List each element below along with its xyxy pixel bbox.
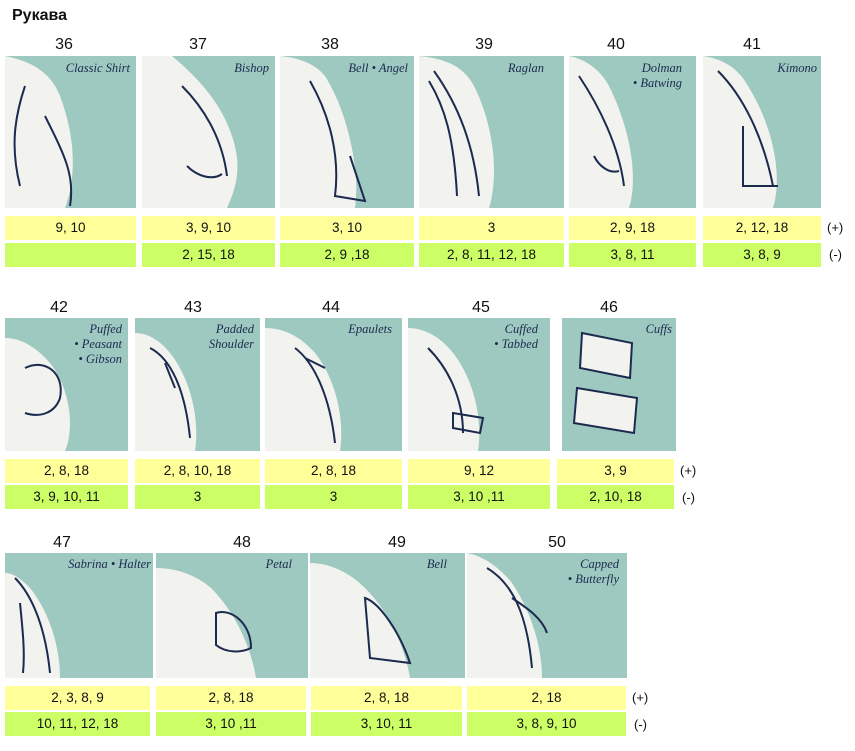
- sleeve-label: Padded Shoulder: [208, 322, 254, 351]
- sabrina-halter-sleeve-drawing: [5, 573, 60, 678]
- sleeve-label: Raglan: [507, 61, 544, 75]
- sleeve-label: Bishop: [234, 61, 269, 75]
- classic-shirt-sleeve-drawing: [5, 56, 73, 208]
- plus-cell: 2, 8, 18: [265, 459, 402, 483]
- minus-cell: 3, 8, 9, 10: [467, 712, 626, 736]
- epaulets-sleeve-drawing: [265, 328, 342, 451]
- bishop-sleeve-drawing: [142, 56, 238, 208]
- minus-cell: 3, 8, 11: [569, 243, 696, 267]
- minus-cell: 3, 9, 10, 11: [5, 485, 128, 509]
- plus-cell: 9, 10: [5, 216, 136, 240]
- plus-cell: 3, 9, 10: [142, 216, 275, 240]
- sleeve-label: Bell • Angel: [348, 61, 408, 75]
- minus-marker: (-): [682, 490, 695, 505]
- sleeve-illustration: Cuffed • Tabbed: [408, 318, 550, 451]
- padded-shoulder-sleeve-drawing: [135, 333, 197, 451]
- sleeve-label: Cuffed • Tabbed: [494, 322, 538, 351]
- minus-cell: 3: [265, 485, 402, 509]
- cuffs-drawing: [572, 331, 639, 435]
- minus-cell: 2, 15, 18: [142, 243, 275, 267]
- plus-marker: (+): [827, 220, 844, 235]
- item-number: 47: [53, 534, 71, 551]
- sleeve-illustration: Bell: [310, 553, 465, 678]
- minus-marker: (-): [829, 247, 842, 262]
- sleeve-illustration: Classic Shirt: [5, 56, 136, 208]
- item-number: 37: [189, 36, 207, 53]
- capped-butterfly-sleeve-drawing: [467, 553, 548, 678]
- item-number: 38: [321, 36, 339, 53]
- minus-cell: 3, 10 ,11: [408, 485, 550, 509]
- minus-cell: 3, 8, 9: [703, 243, 821, 267]
- puffed-sleeve-drawing: [5, 338, 70, 451]
- sleeve-illustration: Cuffs: [562, 318, 676, 451]
- minus-cell: 3, 10, 11: [311, 712, 462, 736]
- plus-cell: 2, 9, 18: [569, 216, 696, 240]
- plus-marker: (+): [632, 690, 649, 705]
- item-number: 42: [50, 299, 68, 316]
- minus-cell: 10, 11, 12, 18: [5, 712, 150, 736]
- item-number: 40: [607, 36, 625, 53]
- sleeve-illustration: Petal: [156, 553, 308, 678]
- plus-cell: 2, 8, 18: [311, 686, 462, 710]
- sleeve-illustration: Epaulets: [265, 318, 402, 451]
- cuffed-tabbed-sleeve-drawing: [408, 328, 485, 451]
- minus-cell: 2, 10, 18: [557, 485, 674, 509]
- item-number: 36: [55, 36, 73, 53]
- item-number: 44: [322, 299, 340, 316]
- plus-cell: 2, 18: [467, 686, 626, 710]
- sleeve-illustration: Puffed • Peasant • Gibson: [5, 318, 128, 451]
- petal-sleeve-drawing: [156, 568, 256, 678]
- plus-cell: 9, 12: [408, 459, 550, 483]
- sleeve-label: Capped • Butterfly: [567, 557, 619, 586]
- bell-sleeve-drawing: [310, 563, 412, 678]
- item-number: 39: [475, 36, 493, 53]
- sleeve-illustration: Bell • Angel: [280, 56, 414, 208]
- plus-cell: 2, 12, 18: [703, 216, 821, 240]
- minus-cell: 2, 8, 11, 12, 18: [419, 243, 564, 267]
- sleeve-illustration: Sabrina • Halter: [5, 553, 153, 678]
- raglan-sleeve-drawing: [419, 56, 494, 208]
- plus-cell: 2, 8, 18: [5, 459, 128, 483]
- item-number: 41: [743, 36, 761, 53]
- item-number: 50: [548, 534, 566, 551]
- dolman-batwing-sleeve-drawing: [569, 56, 633, 208]
- item-number: 43: [184, 299, 202, 316]
- sleeve-label: Sabrina • Halter: [68, 557, 151, 571]
- sleeve-label: Cuffs: [645, 322, 672, 336]
- plus-cell: 3, 9: [557, 459, 674, 483]
- item-number: 48: [233, 534, 251, 551]
- minus-cell: 3, 10 ,11: [156, 712, 306, 736]
- minus-cell: [5, 243, 136, 267]
- sleeve-label: Classic Shirt: [65, 61, 130, 75]
- plus-cell: 3, 10: [280, 216, 414, 240]
- sleeve-illustration: Padded Shoulder: [135, 318, 260, 451]
- sleeve-label: Dolman • Batwing: [632, 61, 682, 90]
- plus-marker: (+): [680, 463, 697, 478]
- page-title: Рукава: [12, 7, 67, 24]
- kimono-sleeve-drawing: [703, 56, 778, 208]
- plus-cell: 3: [419, 216, 564, 240]
- bell-angel-sleeve-drawing: [280, 56, 367, 208]
- sleeve-illustration: Capped • Butterfly: [467, 553, 627, 678]
- sleeve-label: Petal: [265, 557, 292, 571]
- sleeve-illustration: Bishop: [142, 56, 275, 208]
- plus-cell: 2, 8, 18: [156, 686, 306, 710]
- plus-cell: 2, 8, 10, 18: [135, 459, 260, 483]
- plus-cell: 2, 3, 8, 9: [5, 686, 150, 710]
- minus-cell: 3: [135, 485, 260, 509]
- minus-marker: (-): [634, 717, 647, 732]
- sleeve-label: Epaulets: [348, 322, 392, 336]
- sleeve-illustration: Raglan: [419, 56, 564, 208]
- minus-cell: 2, 9 ,18: [280, 243, 414, 267]
- sleeve-illustration: Dolman • Batwing: [569, 56, 696, 208]
- item-number: 49: [388, 534, 406, 551]
- sleeve-illustration: Kimono: [703, 56, 821, 208]
- item-number: 46: [600, 299, 618, 316]
- item-number: 45: [472, 299, 490, 316]
- sleeve-label: Kimono: [777, 61, 817, 75]
- sleeve-label: Bell: [426, 557, 447, 571]
- sleeve-label: Puffed • Peasant • Gibson: [74, 322, 122, 366]
